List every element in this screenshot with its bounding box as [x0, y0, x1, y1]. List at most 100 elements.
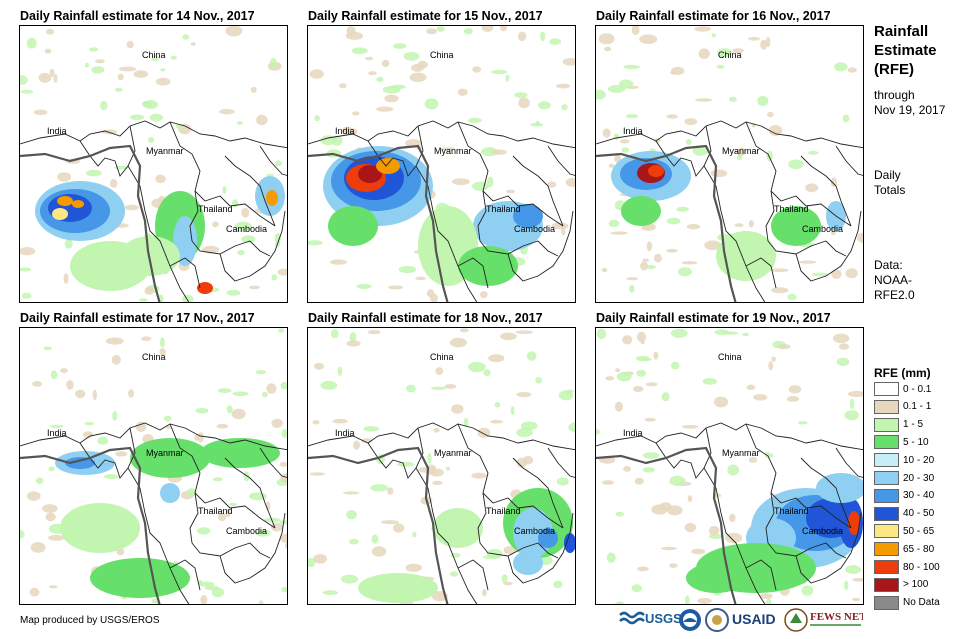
rain-area — [513, 204, 543, 228]
rain-cell — [124, 204, 139, 211]
rain-cell — [21, 292, 32, 299]
rain-cell — [732, 48, 744, 54]
rain-cell — [521, 421, 538, 430]
rain-cell — [596, 429, 600, 435]
rain-area — [433, 508, 483, 548]
rain-area — [538, 528, 558, 548]
rain-cell — [342, 491, 360, 495]
india-label: India — [335, 126, 355, 136]
india-label: India — [623, 428, 643, 438]
rain-cell — [490, 419, 503, 424]
rain-cell — [330, 329, 339, 339]
rain-cell — [636, 355, 650, 362]
rain-cell — [834, 62, 848, 72]
country-border — [169, 257, 201, 289]
rain-cell — [313, 362, 325, 370]
rain-cell — [734, 223, 744, 228]
rain-area — [621, 196, 661, 226]
rain-cell — [159, 348, 166, 356]
country-border — [259, 145, 287, 176]
rain-cell — [811, 272, 828, 277]
rain-cell — [832, 333, 850, 344]
rain-cell — [314, 115, 320, 122]
legend-swatch — [874, 506, 899, 521]
legend-swatch — [874, 488, 899, 503]
rain-cell — [666, 248, 678, 253]
rain-area — [70, 241, 150, 291]
rain-cell — [182, 294, 194, 302]
rain-cell — [44, 48, 52, 54]
thailand-label: Thailand — [198, 204, 233, 214]
legend-swatch — [874, 399, 899, 414]
rain-cell — [312, 420, 320, 425]
rain-cell — [95, 59, 105, 64]
rain-cell — [200, 594, 208, 604]
rain-cell — [32, 381, 42, 387]
rain-cell — [243, 471, 250, 482]
rain-cell — [241, 235, 256, 243]
legend-label: 65 - 80 — [903, 543, 935, 555]
rain-cell — [759, 593, 773, 599]
rain-cell — [105, 337, 124, 345]
rain-cell — [694, 26, 711, 32]
rain-cell — [729, 513, 736, 523]
rain-area — [771, 206, 821, 246]
india-label: India — [335, 428, 355, 438]
rain-cell — [198, 581, 215, 587]
panel-title-17: Daily Rainfall estimate for 17 Nov., 201… — [20, 311, 255, 325]
rain-cell — [64, 239, 73, 249]
rain-area — [358, 573, 438, 603]
country-border — [457, 559, 489, 591]
rain-cell — [623, 64, 641, 69]
rain-cell — [661, 392, 670, 402]
sidebar-title: Rainfall Estimate (RFE) — [874, 23, 937, 78]
legend-label: No Data — [903, 597, 940, 609]
rain-cell — [135, 421, 147, 433]
rain-cell — [20, 267, 32, 272]
rain-cell — [82, 431, 94, 439]
rain-cell — [195, 408, 209, 414]
legend-item: > 100 — [874, 577, 928, 593]
rain-cell — [632, 386, 644, 392]
rain-cell — [411, 64, 424, 72]
rain-cell — [149, 113, 163, 122]
rain-cell — [598, 33, 615, 45]
country-border — [745, 559, 777, 591]
rain-cell — [151, 55, 159, 62]
country-border — [835, 145, 863, 176]
legend-item: 50 - 65 — [874, 523, 934, 539]
rain-cell — [234, 221, 252, 232]
rain-cell — [717, 48, 732, 58]
rain-area — [90, 558, 190, 598]
legend-label: 1 - 5 — [903, 419, 924, 431]
legend-item: 20 - 30 — [874, 470, 934, 486]
rain-cell — [615, 511, 624, 517]
rain-cell — [605, 376, 615, 381]
rain-cell — [842, 114, 850, 123]
country-border — [795, 210, 862, 282]
legend-label: 40 - 50 — [903, 508, 935, 520]
rain-cell — [480, 291, 488, 299]
rain-cell — [684, 595, 690, 604]
rain-cell — [452, 178, 470, 186]
rain-cell — [330, 259, 347, 265]
rain-cell — [852, 578, 863, 582]
country-border — [189, 190, 271, 257]
rain-cell — [387, 487, 394, 495]
rain-cell — [278, 328, 285, 333]
rain-cell — [406, 384, 416, 393]
panel-title-19: Daily Rainfall estimate for 19 Nov., 201… — [596, 311, 831, 325]
rain-cell — [487, 176, 494, 187]
rain-cell — [669, 563, 678, 568]
rain-cell — [117, 73, 124, 81]
rain-cell — [118, 66, 137, 72]
rain-cell — [849, 398, 855, 410]
rain-cell — [126, 40, 134, 49]
country-border — [596, 120, 863, 149]
india-label: India — [47, 126, 67, 136]
rain-cell — [426, 28, 438, 35]
rain-cell — [231, 199, 239, 208]
rain-cell — [84, 422, 95, 426]
rain-cell — [349, 332, 357, 343]
rain-cell — [351, 47, 368, 54]
